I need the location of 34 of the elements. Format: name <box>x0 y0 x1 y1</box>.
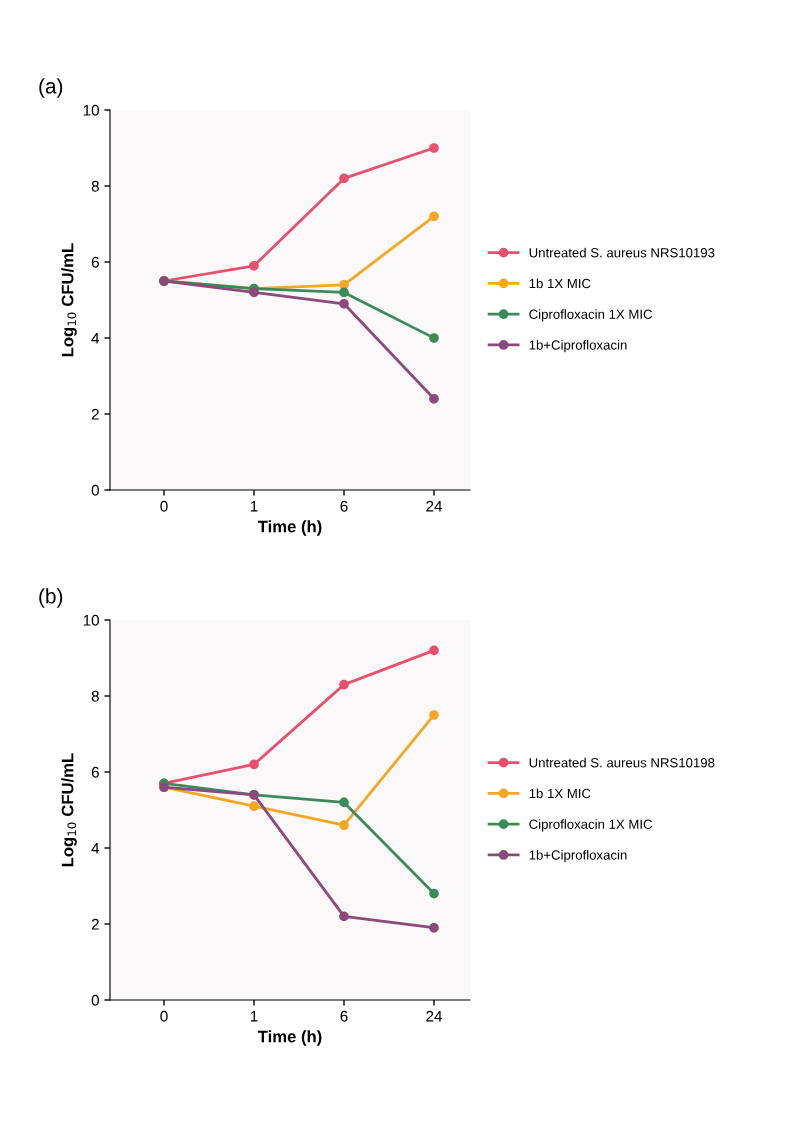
y-tick-label: 2 <box>91 918 99 930</box>
y-tick-label: 0 <box>91 994 99 1006</box>
legend-label: Untreated S. aureus NRS10193 <box>529 247 715 258</box>
chart-title: (b) <box>39 588 63 608</box>
y-tick-label: 6 <box>91 256 99 268</box>
chart-title: (a) <box>39 78 63 98</box>
legend-label: 1b+Ciprofloxacin <box>529 850 627 863</box>
x-tick-label: 1 <box>250 500 258 512</box>
y-axis-title: Log$_{10}$ CFU/mL <box>61 753 77 867</box>
y-tick-label: 8 <box>91 690 99 702</box>
y-tick-label: 2 <box>91 408 99 420</box>
x-tick-label: 0 <box>160 1010 168 1022</box>
y-tick-label: 10 <box>83 614 99 626</box>
y-axis-title: Log$_{10}$ CFU/mL <box>61 243 77 357</box>
x-tick-label: 24 <box>426 500 443 512</box>
legend-label: Ciprofloxacin 1X MIC <box>529 819 653 832</box>
y-tick-label: 10 <box>83 104 99 116</box>
legend-label: Ciprofloxacin 1X MIC <box>529 309 653 322</box>
legend-label: 1b 1X MIC <box>529 788 591 799</box>
x-tick-label: 6 <box>340 500 348 512</box>
y-tick-label: 4 <box>91 333 100 344</box>
y-tick-label: 0 <box>91 484 99 496</box>
y-tick-label: 8 <box>91 180 99 192</box>
y-tick-label: 4 <box>91 843 100 854</box>
x-tick-label: 0 <box>160 500 168 512</box>
legend-label: 1b+Ciprofloxacin <box>529 340 627 353</box>
x-tick-label: 24 <box>426 1010 443 1022</box>
legend-label: Untreated S. aureus NRS10198 <box>529 757 715 768</box>
legend-label: 1b 1X MIC <box>529 278 591 289</box>
y-tick-label: 6 <box>91 766 99 778</box>
x-tick-label: 1 <box>250 1010 258 1022</box>
x-axis-title: Time (h) <box>257 1030 322 1046</box>
x-axis-title: Time (h) <box>257 520 322 536</box>
x-tick-label: 6 <box>340 1010 348 1022</box>
